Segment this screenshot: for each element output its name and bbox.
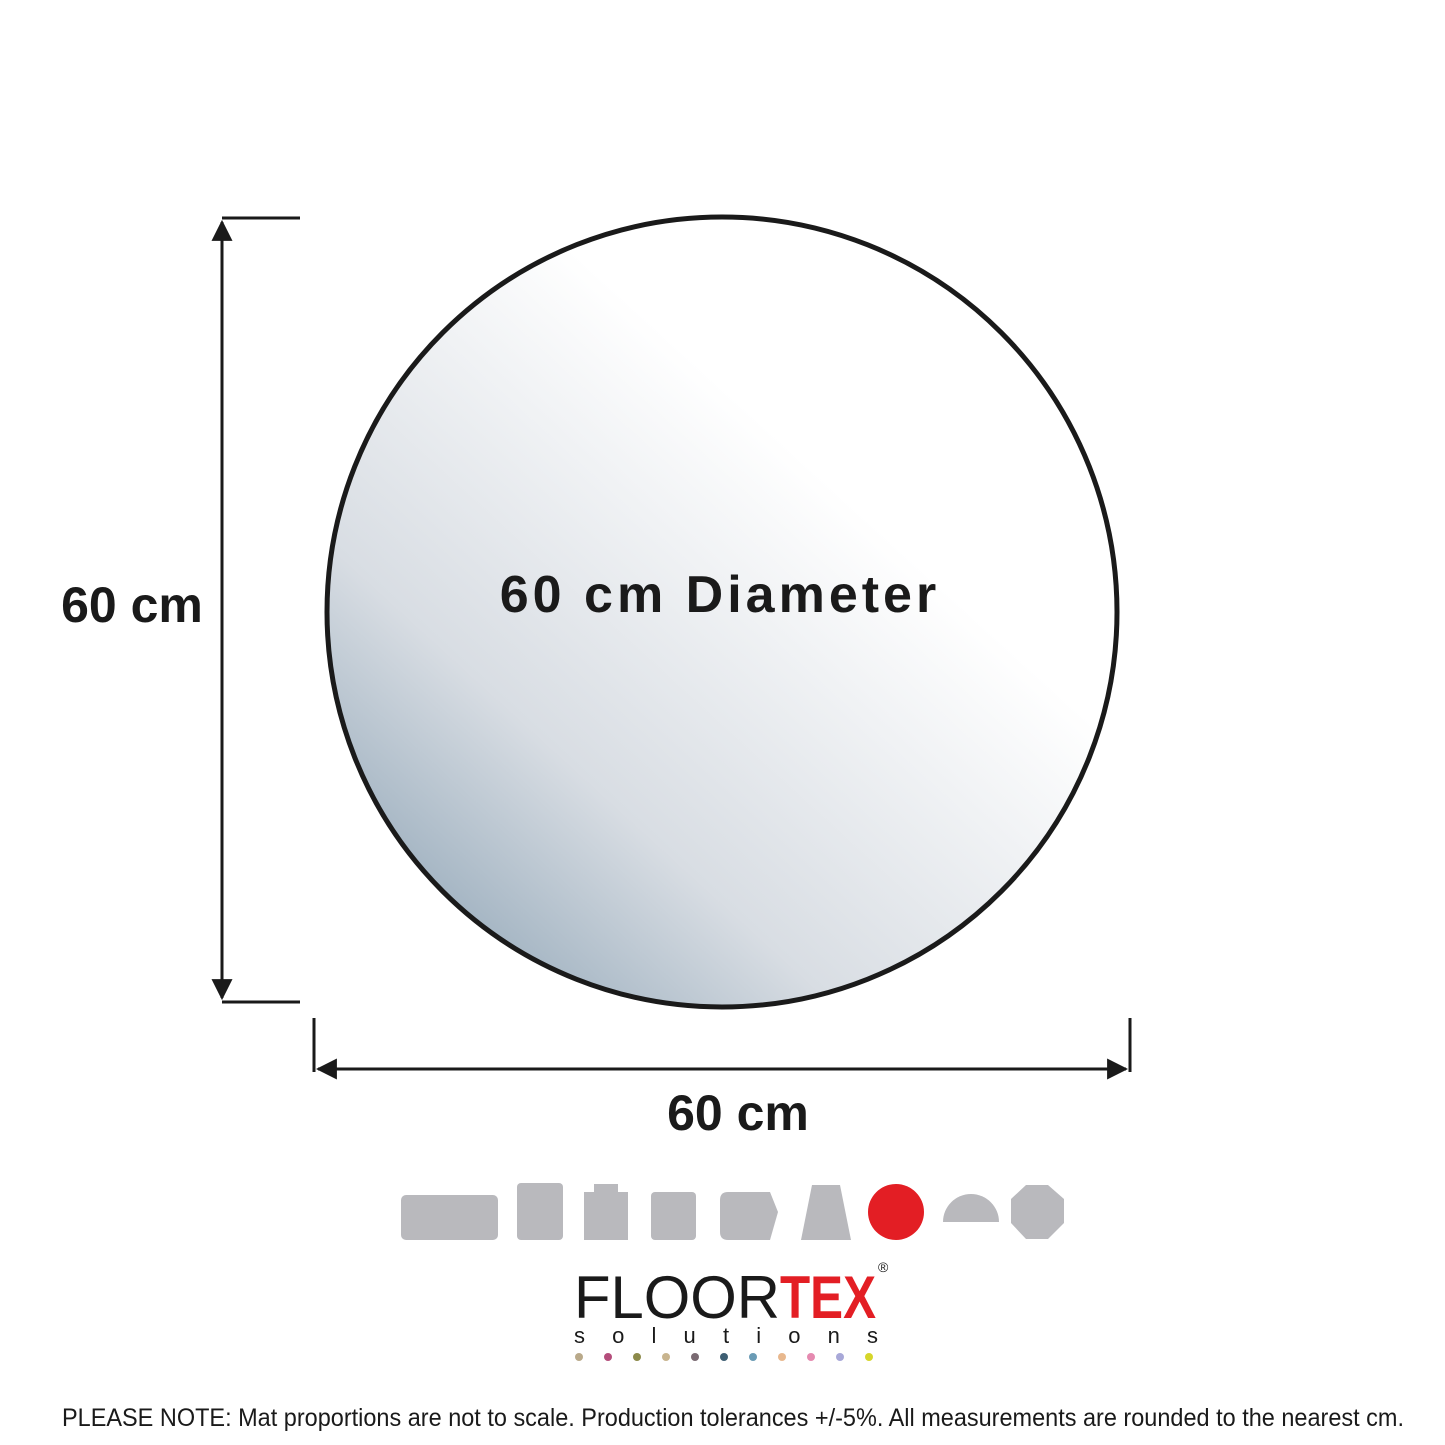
registered-mark: ® [878,1259,889,1275]
logo-dots [575,1353,873,1361]
logo-tagline: solutions [574,1323,878,1348]
logo-name: FLOOR [574,1264,780,1331]
shape-icons [401,1183,1064,1240]
width-label: 60 cm [667,1085,809,1141]
disclaimer: PLEASE NOTE: Mat proportions are not to … [62,1404,1404,1432]
height-dimension [211,216,300,1004]
diameter-label: 60 cm Diameter [500,566,940,624]
height-label: 60 cm [61,577,203,633]
round-mat [324,214,1120,1010]
logo-name-accent: TEX [780,1264,876,1331]
width-dimension [312,1018,1132,1080]
